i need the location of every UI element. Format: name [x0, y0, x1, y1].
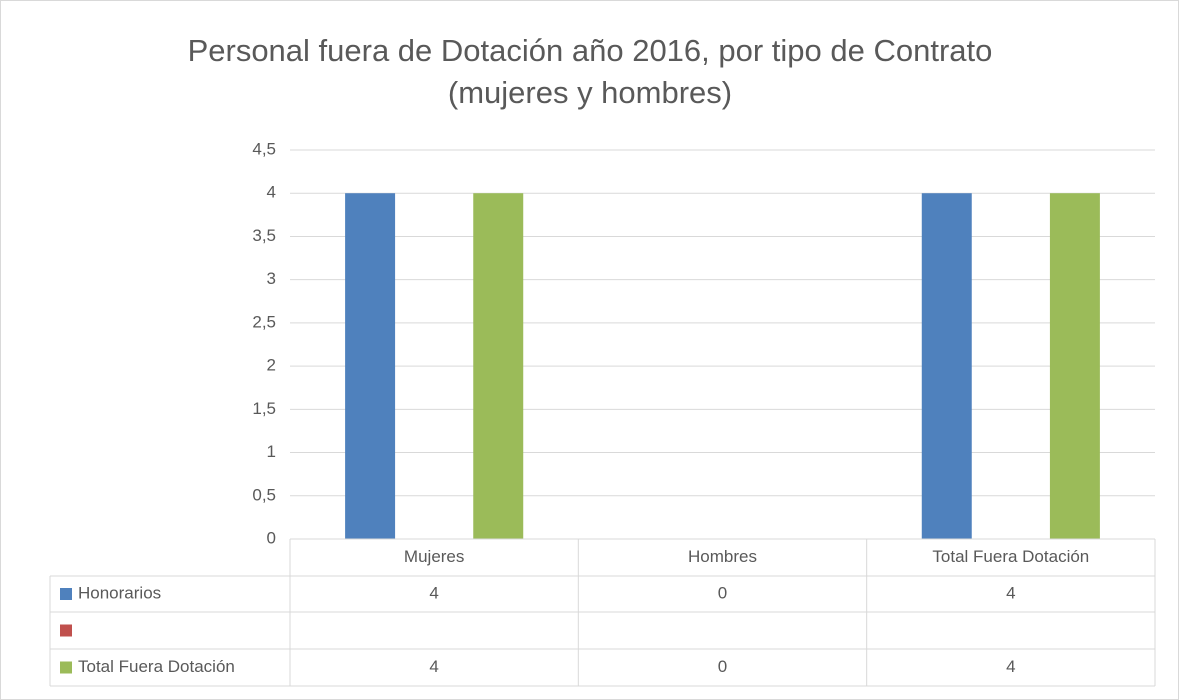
y-tick-label: 4,5: [252, 139, 276, 158]
table-value: 4: [1006, 657, 1015, 676]
x-tick-label: Mujeres: [404, 547, 464, 566]
y-tick-label: 2: [267, 356, 276, 375]
table-value: 0: [718, 657, 727, 676]
x-tick-label: Hombres: [688, 547, 757, 566]
legend-label: Honorarios: [78, 583, 161, 602]
legend-key: [60, 588, 72, 600]
table-value: 4: [429, 583, 438, 602]
legend-key: [60, 624, 72, 637]
bar: [345, 193, 396, 539]
y-tick-label: 4: [267, 183, 276, 202]
y-tick-label: 1: [267, 442, 276, 461]
table-value: 4: [429, 657, 438, 676]
table-value: 4: [1006, 583, 1015, 602]
bar: [1049, 193, 1100, 539]
y-tick-label: 0: [267, 528, 276, 547]
x-tick-label: Total Fuera Dotación: [932, 547, 1089, 566]
y-tick-label: 1,5: [252, 399, 276, 418]
chart-title: Personal fuera de Dotación año 2016, por…: [187, 33, 993, 110]
legend-key: [60, 661, 72, 674]
bar: [473, 193, 524, 539]
y-tick-label: 3,5: [252, 226, 276, 245]
legend-label: Total Fuera Dotación: [78, 657, 235, 676]
y-tick-label: 2,5: [252, 312, 276, 331]
bar: [921, 193, 972, 539]
table-value: 0: [718, 583, 727, 602]
y-tick-label: 3: [267, 269, 276, 288]
y-tick-label: 0,5: [252, 485, 276, 504]
